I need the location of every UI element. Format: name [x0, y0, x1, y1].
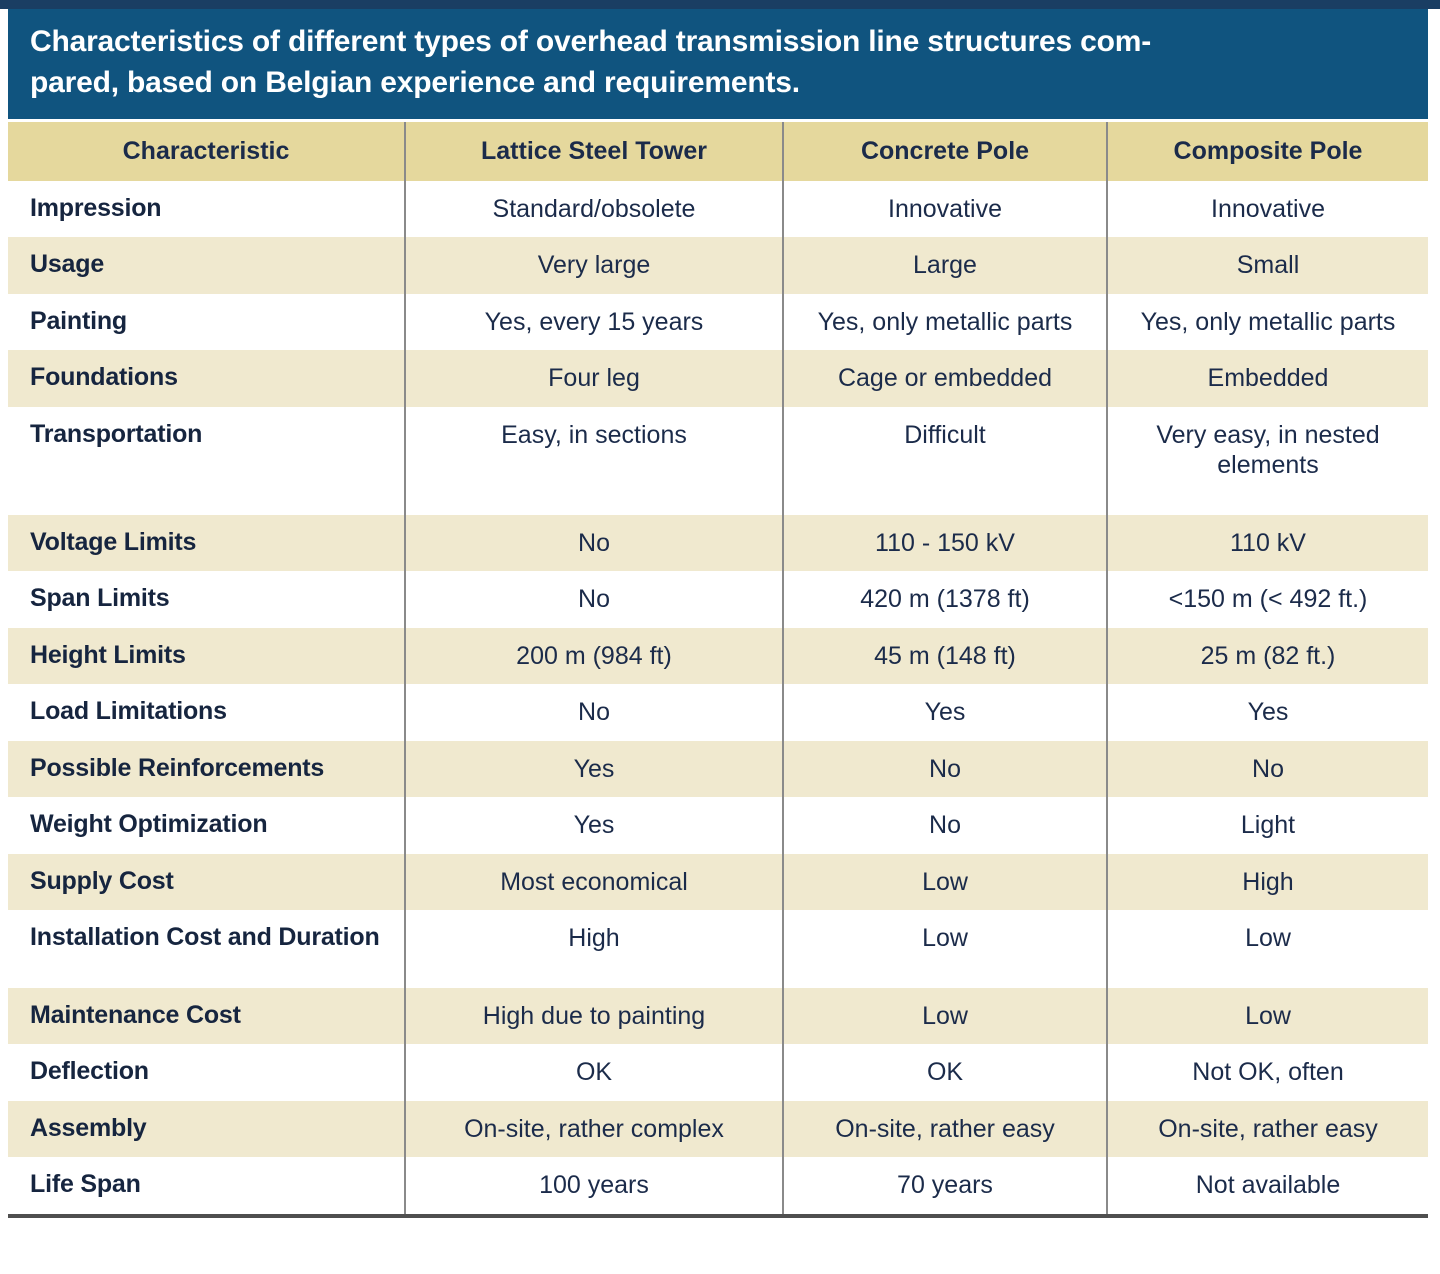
table-cell: Four leg — [404, 350, 783, 407]
table-cell: 45 m (148 ft) — [782, 627, 1107, 685]
table-cell: Not OK, often — [1106, 1044, 1428, 1101]
row-label: Installation Cost and Duration — [30, 923, 380, 952]
table-title-line-1: Characteristics of different types of ov… — [30, 25, 1151, 58]
table-cell: <150 m (< 492 ft.) — [1106, 571, 1428, 628]
table-cell: OK — [782, 1044, 1107, 1101]
table-row-foundations: Foundations Four leg Cage or embedded Em… — [8, 350, 1428, 407]
column-header-composite-pole: Composite Pole — [1106, 121, 1428, 181]
table-cell: Very easy, in nested elements — [1106, 406, 1428, 515]
row-label: Maintenance Cost — [30, 1000, 241, 1029]
table-row-maintenance-cost: Maintenance Cost High due to painting Lo… — [8, 987, 1428, 1045]
table-row-voltage-limits: Voltage Limits No 110 - 150 kV 110 kV — [8, 514, 1428, 572]
row-label: Load Limitations — [30, 697, 227, 726]
table-row-weight-optimization: Weight Optimization Yes No Light — [8, 797, 1428, 854]
table-cell: No — [404, 684, 783, 741]
row-label: Impression — [30, 193, 162, 222]
table-cell: Most economical — [404, 853, 783, 911]
table-cell: Low — [782, 910, 1107, 988]
table-row-supply-cost: Supply Cost Most economical Low High — [8, 853, 1428, 911]
row-label: Foundations — [30, 363, 178, 392]
table-cell: 70 years — [782, 1157, 1107, 1218]
table-cell: 100 years — [404, 1157, 783, 1218]
row-label: Height Limits — [30, 640, 186, 669]
table-cell: OK — [404, 1044, 783, 1101]
table-header-row: Characteristic Lattice Steel Tower Concr… — [8, 121, 1428, 181]
table-row-assembly: Assembly On-site, rather complex On-site… — [8, 1100, 1428, 1158]
row-label: Transportation — [30, 419, 203, 448]
table-cell: On-site, rather easy — [1106, 1100, 1428, 1158]
table-cell: Low — [1106, 987, 1428, 1045]
row-label: Supply Cost — [30, 866, 174, 895]
row-label: Life Span — [8, 1157, 405, 1218]
comparison-table: Characteristic Lattice Steel Tower Concr… — [8, 121, 1428, 1218]
row-label: Deflection — [30, 1057, 149, 1086]
table-cell: 25 m (82 ft.) — [1106, 627, 1428, 685]
table-cell: Yes, every 15 years — [404, 293, 783, 351]
row-label: Weight Optimization — [30, 810, 268, 839]
table-row-possible-reinforcements: Possible Reinforcements Yes No No — [8, 740, 1428, 798]
table-cell: No — [782, 740, 1107, 798]
table-row-usage: Usage Very large Large Small — [8, 237, 1428, 294]
table-row-load-limitations: Load Limitations No Yes Yes — [8, 684, 1428, 741]
table-cell: No — [782, 797, 1107, 854]
table-cell: Large — [782, 237, 1107, 294]
table-row-life-span: Life Span 100 years 70 years Not availab… — [8, 1157, 1428, 1218]
row-label: Assembly — [30, 1113, 147, 1142]
table-cell: No — [404, 571, 783, 628]
table-cell: On-site, rather complex — [404, 1100, 783, 1158]
row-label: Span Limits — [30, 584, 170, 613]
table-row-painting: Painting Yes, every 15 years Yes, only m… — [8, 293, 1428, 351]
table-cell: Innovative — [782, 180, 1107, 238]
table-cell: Yes — [404, 740, 783, 798]
table-cell: Yes, only metallic parts — [1106, 293, 1428, 351]
table-cell: Yes — [404, 797, 783, 854]
table-row-height-limits: Height Limits 200 m (984 ft) 45 m (148 f… — [8, 627, 1428, 685]
table-title-line-2: pared, based on Belgian experience and r… — [30, 65, 800, 99]
row-label: Possible Reinforcements — [30, 753, 325, 782]
table-row-transportation: Transportation Easy, in sections Difficu… — [8, 406, 1428, 515]
table-cell: 110 kV — [1106, 514, 1428, 572]
table-cell: Difficult — [782, 406, 1107, 515]
row-label: Painting — [30, 306, 128, 335]
table-row-impression: Impression Standard/obsolete Innovative … — [8, 180, 1428, 238]
row-label: Usage — [30, 250, 105, 279]
table-cell: Small — [1106, 237, 1428, 294]
table-cell: No — [404, 514, 783, 572]
table-cell: Cage or embedded — [782, 350, 1107, 407]
top-border-strip — [0, 0, 1440, 9]
table-cell: Embedded — [1106, 350, 1428, 407]
table-row-span-limits: Span Limits No 420 m (1378 ft) <150 m (<… — [8, 571, 1428, 628]
table-title: Characteristics of different types of ov… — [8, 9, 1428, 119]
table-cell: Light — [1106, 797, 1428, 854]
table-cell: On-site, rather easy — [782, 1100, 1107, 1158]
row-label: Voltage Limits — [30, 527, 197, 556]
column-header-characteristic: Characteristic — [8, 121, 405, 181]
table-cell: Yes — [1106, 684, 1428, 741]
table-cell: Yes, only metallic parts — [782, 293, 1107, 351]
table-row-installation-cost-and-duration: Installation Cost and Duration High Low … — [8, 910, 1428, 988]
table-cell: 200 m (984 ft) — [404, 627, 783, 685]
table-cell: High — [404, 910, 783, 988]
column-header-concrete-pole: Concrete Pole — [782, 121, 1107, 181]
table-cell: 420 m (1378 ft) — [782, 571, 1107, 628]
table-row-deflection: Deflection OK OK Not OK, often — [8, 1044, 1428, 1101]
table-cell: High — [1106, 853, 1428, 911]
column-header-lattice-steel-tower: Lattice Steel Tower — [404, 121, 783, 181]
table-cell: High due to painting — [404, 987, 783, 1045]
table-cell: Low — [1106, 910, 1428, 988]
table-cell: Innovative — [1106, 180, 1428, 238]
table-cell: 110 - 150 kV — [782, 514, 1107, 572]
table-cell: Low — [782, 987, 1107, 1045]
table-cell: Low — [782, 853, 1107, 911]
table-cell: Standard/obsolete — [404, 180, 783, 238]
table-cell: Easy, in sections — [404, 406, 783, 515]
table-cell: Not available — [1106, 1157, 1428, 1218]
table-cell: Very large — [404, 237, 783, 294]
table-cell: Yes — [782, 684, 1107, 741]
table-cell: No — [1106, 740, 1428, 798]
